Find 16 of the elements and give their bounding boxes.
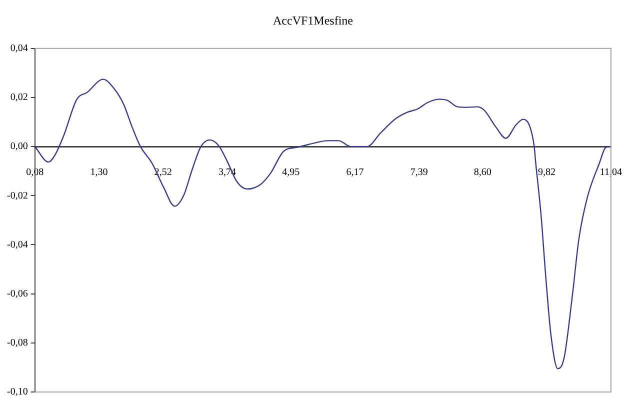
x-tick-label: 4,95 (282, 167, 300, 178)
x-tick-label: 8,60 (474, 167, 492, 178)
x-tick-label: 11,04 (600, 167, 622, 178)
x-tick-label: 6,17 (346, 167, 364, 178)
y-tick-label: 0,04 (10, 43, 28, 54)
chart-title: AccVF1Mesfine (273, 13, 353, 28)
x-tick-label: 9,82 (538, 167, 556, 178)
y-tick-label: -0,10 (6, 386, 28, 398)
y-tick-label: 0,00 (10, 141, 28, 152)
x-tick-label: 7,39 (410, 167, 428, 178)
y-tick-label: -0,06 (6, 288, 28, 300)
y-tick-label: -0,04 (6, 239, 28, 250)
y-tick-label: -0,08 (6, 338, 28, 349)
y-tick-label: -0,02 (6, 190, 28, 202)
x-tick-label: 1,30 (90, 167, 108, 178)
y-tick-label: 0,02 (10, 92, 28, 104)
